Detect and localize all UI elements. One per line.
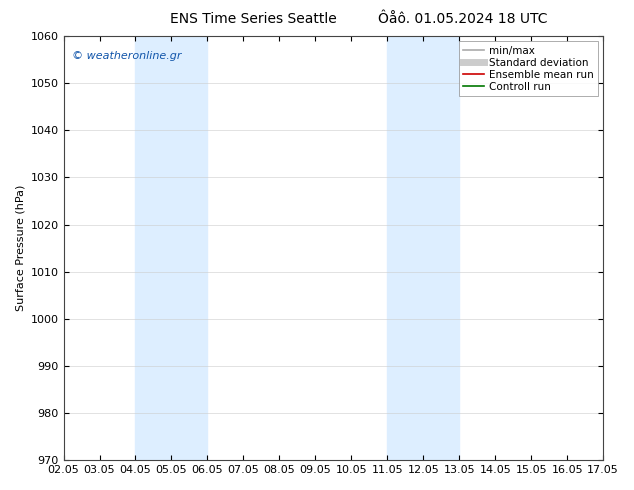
- Bar: [387, 36, 459, 460]
- Legend: min/max, Standard deviation, Ensemble mean run, Controll run: min/max, Standard deviation, Ensemble me…: [459, 41, 598, 96]
- Y-axis label: Surface Pressure (hPa): Surface Pressure (hPa): [15, 185, 25, 311]
- Text: © weatheronline.gr: © weatheronline.gr: [72, 51, 181, 61]
- Text: ENS Time Series Seattle: ENS Time Series Seattle: [170, 12, 337, 26]
- Text: Ôåô. 01.05.2024 18 UTC: Ôåô. 01.05.2024 18 UTC: [378, 12, 548, 26]
- Bar: [136, 36, 207, 460]
